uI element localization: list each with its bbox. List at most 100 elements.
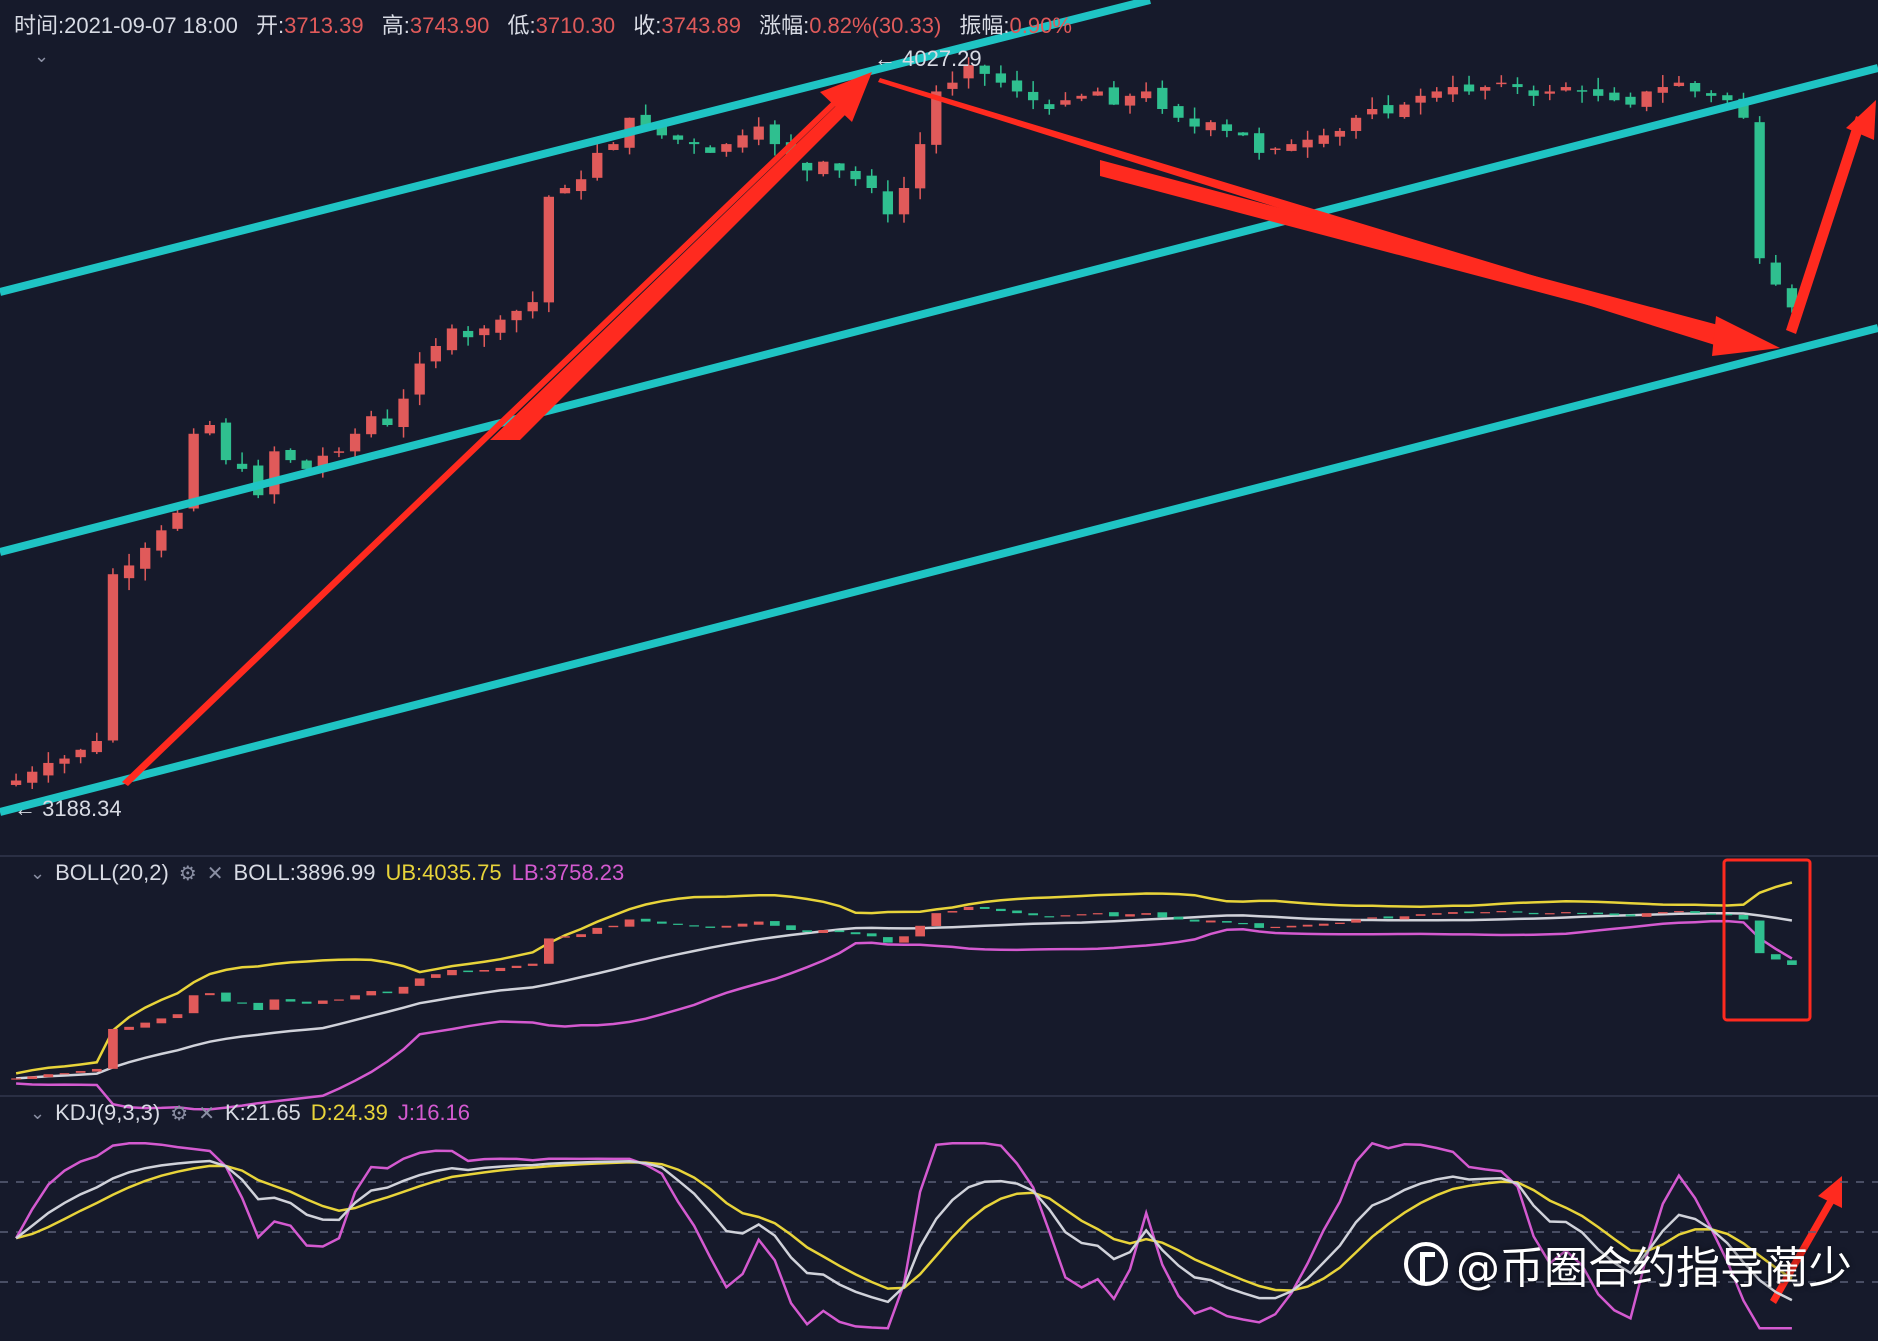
boll-candle (237, 1002, 247, 1004)
candle-body (43, 762, 54, 776)
boll-close-icon[interactable]: ✕ (206, 862, 224, 885)
boll-candle (527, 963, 538, 966)
ohlc-header: 时间:2021-09-07 18:00 开:3713.39 高:3743.90 … (14, 8, 1084, 40)
candle-body (1576, 90, 1588, 92)
boll-candle (1270, 926, 1281, 929)
amp-label: 振幅: (959, 13, 1010, 38)
candle-body (1044, 104, 1055, 109)
boll-candle (979, 906, 990, 909)
boll-candle (1641, 913, 1652, 917)
boll-candle (124, 1026, 134, 1030)
boll-lines (15, 881, 1793, 1111)
candle-body (495, 319, 506, 333)
candle-body (559, 188, 571, 194)
boll-candle (1286, 925, 1297, 928)
boll-candle (1706, 913, 1717, 915)
change-value: 0.82%(30.33) (809, 13, 942, 38)
candle-body (140, 547, 151, 569)
boll-candle (59, 1073, 70, 1075)
kdj-settings-icon[interactable]: ⚙ (170, 1102, 189, 1125)
candle-body (269, 451, 280, 495)
candle-body (317, 455, 328, 470)
boll-candle (1528, 912, 1539, 915)
boll-candle (1577, 912, 1587, 915)
boll-candle (721, 925, 732, 928)
candle-body (1189, 118, 1200, 127)
candle-body (511, 310, 522, 321)
boll-candle (576, 934, 586, 938)
candle-body (479, 328, 490, 336)
kdj-header: ⌄ KDJ(9,3,3) ⚙ ✕ K:21.65 D:24.39 J:16.16 (30, 1100, 470, 1126)
boll-candle (1738, 914, 1749, 920)
close-label: 收: (633, 13, 662, 38)
candle-body (204, 425, 215, 434)
candle-body (672, 135, 684, 140)
boll-candle (43, 1074, 54, 1078)
boll-name: BOLL(20,2) (55, 860, 169, 885)
high-label: 高: (381, 13, 410, 38)
candle-body (1334, 130, 1346, 137)
boll-candle (430, 974, 441, 978)
candle-body (1350, 117, 1362, 132)
candle-body (1722, 95, 1733, 101)
candle-body (1060, 100, 1071, 105)
boll-candle (1060, 915, 1071, 917)
candle-body (1754, 122, 1765, 259)
candle-body (753, 126, 764, 140)
boll-candle (996, 908, 1006, 912)
open-label: 开: (255, 13, 285, 38)
boll-mid-line (16, 912, 1793, 1080)
boll-candle (1480, 912, 1491, 914)
watermark: @币圈合约指导蔺少 (1404, 1232, 1852, 1296)
boll-candle (1238, 922, 1248, 925)
boll-candle (963, 906, 974, 911)
boll-candle (1609, 913, 1620, 916)
candle-body (1318, 135, 1329, 144)
candle-body (575, 179, 587, 192)
kdj-j-value: J:16.16 (397, 1100, 471, 1125)
boll-candle (334, 999, 344, 1001)
boll-candle (350, 995, 360, 1000)
boll-header: ⌄ BOLL(20,2) ⚙ ✕ BOLL:3896.99 UB:4035.75… (30, 860, 624, 886)
candle-body (1367, 109, 1378, 115)
candle-body (366, 416, 377, 435)
candle-body (1270, 148, 1281, 150)
boll-candle (786, 925, 796, 930)
kdj-collapse-icon[interactable]: ⌄ (30, 1102, 46, 1123)
boll-candle (673, 923, 683, 925)
boll-candle (1496, 911, 1507, 913)
high-value: 3743.90 (409, 13, 490, 38)
boll-ub-line (15, 881, 1793, 1075)
low-value: 3710.30 (535, 13, 616, 38)
boll-candle (253, 1002, 264, 1010)
arrow-head-up-kdj (1818, 1176, 1842, 1208)
boll-candle (931, 913, 942, 926)
candle-body (931, 91, 942, 145)
candle-body (1415, 95, 1426, 103)
candle-body (1383, 105, 1394, 114)
boll-candle (317, 1000, 328, 1004)
kdj-close-icon[interactable]: ✕ (198, 1102, 215, 1125)
boll-candle (1302, 924, 1313, 927)
trend-channel (0, 0, 1878, 816)
boll-collapse-icon[interactable]: ⌄ (30, 862, 46, 883)
boll-candle (1092, 913, 1103, 915)
arrow-head-up-1 (820, 72, 872, 122)
boll-ub-value: UB:4035.75 (385, 860, 502, 885)
boll-settings-icon[interactable]: ⚙ (178, 862, 197, 885)
boll-candle (640, 918, 651, 922)
boll-candle (479, 970, 490, 972)
candle-body (107, 574, 119, 741)
candle-body (1027, 91, 1039, 101)
boll-lb-line (16, 919, 1793, 1111)
boll-candle (285, 999, 296, 1002)
candle-body (220, 422, 232, 461)
boll-candle (398, 986, 409, 994)
boll-candle (656, 921, 667, 924)
time-value: 2021-09-07 18:00 (64, 13, 238, 38)
collapse-chevron-icon[interactable]: ⌄ (34, 46, 50, 66)
candle-body (1609, 92, 1620, 101)
boll-candle (1012, 910, 1022, 914)
